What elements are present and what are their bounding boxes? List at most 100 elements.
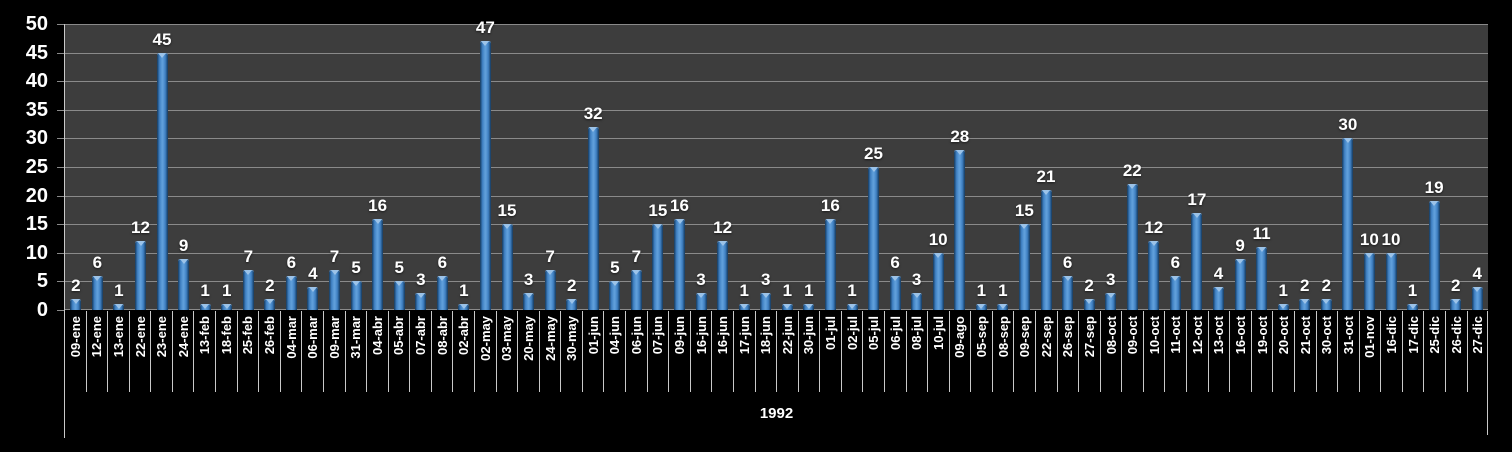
category-cell: 16-jun [691, 311, 713, 392]
category-label: 17-jun [736, 316, 752, 355]
bar-value-label: 4 [1213, 264, 1224, 284]
gridline [65, 81, 1488, 82]
gridline [65, 167, 1488, 168]
bar [415, 292, 427, 310]
category-label: 01-nov [1362, 316, 1378, 358]
category-label: 19-oct [1254, 316, 1270, 355]
category-label: 05-sep [974, 316, 990, 358]
bar-top-bevel [933, 252, 944, 259]
bar [911, 292, 923, 310]
category-cell: 06-jul [885, 311, 907, 392]
bar [1105, 292, 1117, 310]
category-label: 09-ene [67, 316, 83, 358]
y-axis-tick-label: 10 [25, 242, 48, 264]
category-label: 12-ene [89, 316, 105, 358]
y-axis-tick-label: 40 [25, 70, 48, 92]
bar-value-label: 1 [1407, 281, 1418, 301]
category-cell: 30-oct [1317, 311, 1339, 392]
bar [954, 149, 966, 310]
y-axis-tick-mark [57, 281, 65, 282]
bar [501, 224, 513, 310]
y-axis-tick-label: 30 [25, 127, 48, 149]
bar-value-label: 1 [114, 281, 124, 301]
bar-value-label: 1 [976, 281, 987, 301]
bar [285, 275, 297, 310]
category-label: 17-dic [1405, 316, 1421, 354]
bar-top-bevel [976, 304, 987, 310]
bar [889, 275, 901, 310]
category-cell: 24-may [540, 311, 562, 392]
category-cell: 30-may [561, 311, 583, 392]
bar [1018, 224, 1030, 310]
category-cell: 16-oct [1230, 311, 1252, 392]
bar-top-bevel [1191, 212, 1202, 219]
bar-value-label: 16 [820, 195, 840, 215]
category-cell: 20-may [518, 311, 540, 392]
category-cell: 05-sep [971, 311, 993, 392]
bar [1471, 287, 1483, 310]
bar-top-bevel [92, 275, 103, 282]
category-cell: 21-oct [1295, 311, 1317, 392]
bar [113, 304, 125, 310]
bar [1169, 275, 1181, 310]
bar [1148, 241, 1160, 310]
category-cell: 09-ago [950, 311, 972, 392]
bar [1213, 287, 1224, 310]
y-axis-tick-mark [57, 138, 65, 139]
bar-value-label: 1 [782, 281, 793, 301]
category-cell: 09-mar [324, 311, 346, 392]
bar-top-bevel [997, 304, 1008, 310]
bar [156, 52, 168, 310]
category-label: 16-oct [1233, 316, 1248, 355]
category-cell: 01-nov [1360, 311, 1382, 392]
bar-value-label: 9 [178, 235, 189, 255]
bar-top-bevel [1472, 287, 1483, 293]
category-cell: 22-jun [777, 311, 799, 392]
bar-top-bevel [652, 224, 663, 230]
bar [221, 304, 233, 310]
bar-top-bevel [157, 52, 168, 59]
bar [846, 304, 858, 310]
bar-value-label: 3 [523, 269, 534, 289]
category-cell: 13-oct [1209, 311, 1231, 392]
gridline [65, 53, 1488, 54]
bar-value-label: 10 [1359, 229, 1379, 249]
bar-value-label: 3 [911, 269, 922, 289]
category-cell: 02-jul [842, 311, 864, 392]
y-axis-tick-label: 45 [25, 42, 48, 64]
bar [803, 304, 815, 310]
gridline [65, 110, 1488, 111]
category-cell: 27-sep [1079, 311, 1101, 392]
y-axis-tick-mark [57, 81, 65, 82]
category-label: 02-jul [844, 316, 860, 350]
bar-top-bevel [502, 224, 513, 230]
bar [393, 281, 405, 310]
category-label: 04-mar [283, 316, 299, 359]
category-cell: 30-jun [799, 311, 821, 392]
bar-value-label: 5 [610, 258, 620, 278]
bar-top-bevel [1213, 287, 1224, 293]
x-axis-category-band: 09-ene 12-ene 13-ene 22-ene 23-ene 24-ene 13-f… [65, 311, 1488, 392]
category-cell: 02-may [475, 311, 497, 392]
bar [1299, 298, 1311, 310]
bar-top-bevel [566, 298, 577, 305]
gridline [65, 196, 1488, 197]
bar [350, 281, 362, 310]
bar-top-bevel [1148, 241, 1159, 247]
gridline [65, 281, 1488, 282]
bar-value-label: 19 [1424, 178, 1444, 198]
category-label: 01-jun [585, 316, 601, 355]
x-axis-year-band: 1992 [65, 392, 1488, 438]
y-axis-tick-mark [57, 110, 65, 111]
bar-top-bevel [1256, 247, 1267, 253]
category-cell: 22-ene [130, 311, 152, 392]
category-cell: 08-jul [907, 311, 929, 392]
bar-top-bevel [954, 149, 965, 156]
category-label: 09-sep [1017, 316, 1033, 358]
bar [695, 292, 707, 310]
category-label: 08-jul [909, 316, 925, 350]
category-label: 30-may [564, 316, 580, 361]
category-cell: 23-ene [151, 311, 173, 392]
bar-value-label: 15 [1014, 201, 1034, 221]
category-cell: 08-oct [1101, 311, 1123, 392]
